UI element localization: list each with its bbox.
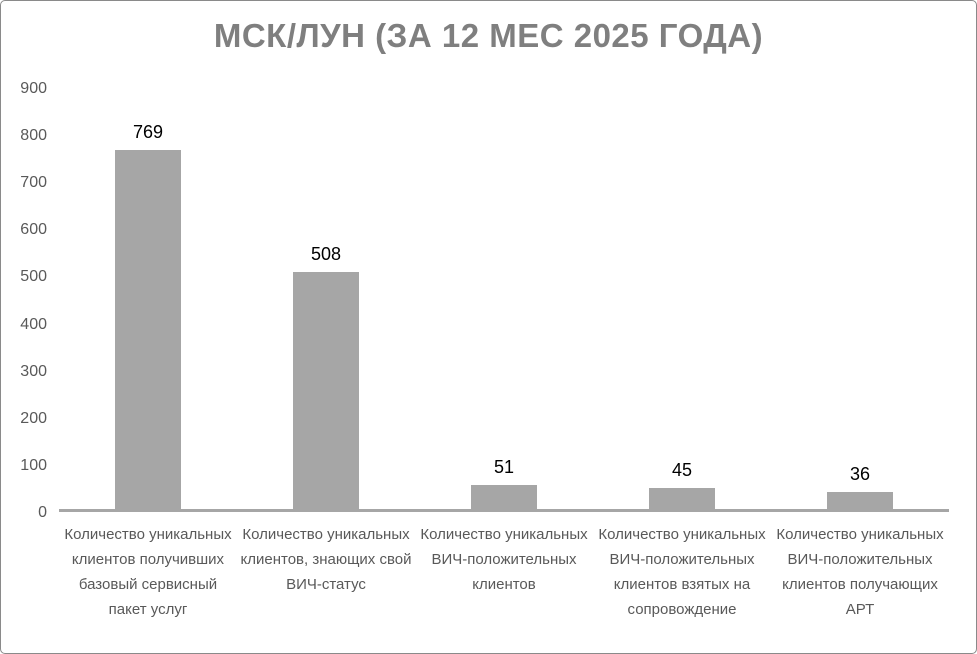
category-label: Количество уникальных ВИЧ-положительных … [776, 526, 944, 618]
bar-value-label: 508 [310, 243, 342, 264]
bar-column: 769 [59, 89, 237, 509]
plot-area: 769 508 51 45 36 [59, 89, 949, 512]
category-label: Количество уникальных клиентов получивши… [64, 526, 232, 618]
bar-receiving-art: 36 [827, 464, 893, 509]
bar-hiv-positive-clients: 51 [471, 457, 537, 509]
category-label: Количество уникальных ВИЧ-положительных … [598, 526, 766, 618]
y-tick-label: 800 [20, 127, 47, 145]
bar-column: 36 [771, 89, 949, 509]
x-axis-labels: Количество уникальных клиентов получивши… [59, 522, 949, 622]
bar-value-label: 51 [493, 457, 515, 478]
bar-value-label: 36 [849, 464, 871, 485]
bar-column: 51 [415, 89, 593, 509]
y-tick-label: 700 [20, 174, 47, 192]
y-tick-label: 100 [20, 456, 47, 474]
y-tick-label: 600 [20, 221, 47, 239]
y-tick-label: 400 [20, 315, 47, 333]
y-tick-label: 300 [20, 362, 47, 380]
category-label: Количество уникальных ВИЧ-положительных … [420, 526, 588, 593]
y-tick-label: 900 [20, 80, 47, 97]
bar-know-hiv-status: 508 [293, 244, 359, 509]
bar-column: 508 [237, 89, 415, 509]
y-tick-label: 500 [20, 268, 47, 286]
bar-value-label: 45 [671, 460, 693, 480]
bar-taken-into-care: 45 [649, 460, 715, 509]
chart-title: МСК/ЛУН (ЗА 12 МЕС 2025 ГОДА) [213, 17, 764, 54]
bar-value-label: 769 [132, 122, 164, 143]
bar-column: 45 [593, 89, 771, 509]
bar-basic-services: 769 [115, 122, 181, 509]
y-axis: 900 800 700 600 500 400 300 200 100 0 [1, 78, 47, 524]
category-label: Количество уникальных клиентов, знающих … [240, 526, 412, 593]
y-tick-label: 200 [20, 409, 47, 427]
y-tick-label: 0 [38, 503, 47, 521]
